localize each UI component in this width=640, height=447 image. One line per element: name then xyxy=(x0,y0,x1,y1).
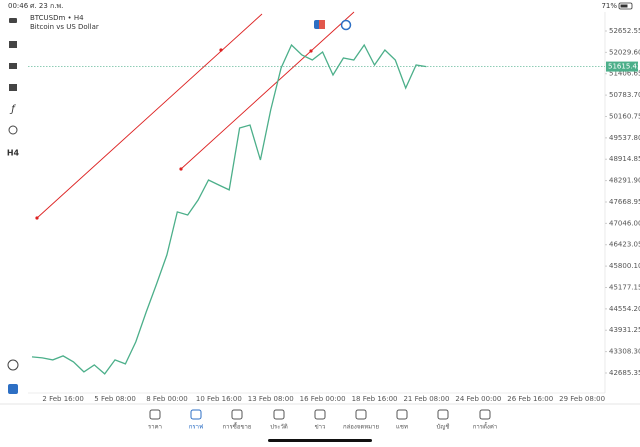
symbol-description: Bitcoin vs US Dollar xyxy=(30,23,99,31)
y-tick-label: 48291.90 xyxy=(609,177,640,185)
tab-bar: ราคา กราฟ การซื้อขาย ประวัติ ข่าว กล่องจดหมาย… xyxy=(148,409,497,431)
x-tick-label: 8 Feb 00:00 xyxy=(146,395,187,403)
tool-bars[interactable] xyxy=(9,41,17,48)
tab-label[interactable]: การตั้งค่า xyxy=(473,421,497,431)
tool-crosshair[interactable] xyxy=(9,18,17,23)
y-tick-label: 46423.05 xyxy=(609,241,640,249)
tab-icon[interactable] xyxy=(479,409,491,420)
current-price-box xyxy=(606,61,638,72)
y-tick-label: 52652.55 xyxy=(609,27,640,35)
tool-indicators[interactable] xyxy=(9,84,17,91)
battery-level xyxy=(620,4,628,8)
tab-icon[interactable] xyxy=(231,409,243,420)
plot: 52652.55 52029.60 51406.65 50783.70 50160.75… xyxy=(28,27,640,403)
trend-line[interactable] xyxy=(180,11,355,170)
tool-function[interactable]: ƒ xyxy=(9,104,16,115)
tab-label[interactable]: บัญชี xyxy=(437,423,450,431)
tab-label[interactable]: กล่องจดหมาย xyxy=(343,424,379,431)
tab-icon[interactable] xyxy=(355,409,367,420)
y-tick-label: 45800.10 xyxy=(609,262,640,270)
x-tick-label: 10 Feb 16:00 xyxy=(196,395,242,403)
x-tick-label: 16 Feb 00:00 xyxy=(300,395,346,403)
x-tick-label: 24 Feb 00:00 xyxy=(455,395,501,403)
trend-anchor[interactable] xyxy=(35,216,39,220)
x-tick-label: 21 Feb 08:00 xyxy=(403,395,449,403)
status-battery: 71% xyxy=(601,2,617,10)
tool-trade[interactable] xyxy=(8,384,18,394)
battery-icon xyxy=(618,2,633,10)
tool-shapes[interactable] xyxy=(8,125,18,135)
tool-zoom[interactable] xyxy=(7,359,19,371)
tab-icon[interactable] xyxy=(190,409,202,420)
price-line xyxy=(31,43,427,375)
tab-icon[interactable] xyxy=(396,409,408,420)
tab-label[interactable]: ราคา xyxy=(148,424,162,431)
x-tick-label: 5 Feb 08:00 xyxy=(94,395,135,403)
y-tick-label: 50160.75 xyxy=(609,112,640,120)
y-tick-label: 44554.20 xyxy=(609,305,640,313)
timeframe[interactable]: H4 xyxy=(7,149,20,158)
home-indicator xyxy=(268,439,372,442)
left-toolbar: ƒ H4 xyxy=(7,18,20,394)
tab-label[interactable]: กราฟ xyxy=(189,424,203,431)
x-tick-label: 2 Feb 16:00 xyxy=(42,395,83,403)
x-tick-label: 18 Feb 16:00 xyxy=(352,395,398,403)
y-tick-label: 42685.35 xyxy=(609,369,640,377)
trend-anchor[interactable] xyxy=(219,48,223,52)
tab-icon[interactable] xyxy=(149,409,161,420)
trend-anchor[interactable] xyxy=(309,49,313,53)
x-tick-label: 26 Feb 16:00 xyxy=(507,395,553,403)
trend-anchor[interactable] xyxy=(179,167,183,171)
symbol-name[interactable]: BTCUSDm • H4 xyxy=(30,14,84,22)
current-price-label: 51615.42 xyxy=(608,63,640,71)
tab-icon[interactable] xyxy=(273,409,285,420)
y-tick-label: 52029.60 xyxy=(609,48,640,56)
y-tick-label: 47046.00 xyxy=(609,219,640,227)
tool-chart[interactable] xyxy=(9,63,17,69)
y-tick-label: 47668.95 xyxy=(609,198,640,206)
y-tick-label: 50783.70 xyxy=(609,91,640,99)
one-click-sell[interactable] xyxy=(319,20,325,29)
tab-icon[interactable] xyxy=(314,409,326,420)
x-tick-label: 29 Feb 08:00 xyxy=(559,395,605,403)
tab-label[interactable]: แชท xyxy=(396,424,408,431)
status-date: ศ. 23 ก.พ. xyxy=(30,2,63,10)
status-time: 00:46 xyxy=(8,2,29,10)
y-tick-label: 45177.15 xyxy=(609,283,640,291)
tab-label[interactable]: ข่าว xyxy=(315,424,326,431)
y-tick-label: 49537.80 xyxy=(609,134,640,142)
y-tick-label: 48914.85 xyxy=(609,155,640,163)
trend-line[interactable] xyxy=(36,13,263,219)
signal-icon[interactable] xyxy=(340,19,352,31)
x-tick-label: 13 Feb 08:00 xyxy=(248,395,294,403)
y-tick-label: 51406.65 xyxy=(609,70,640,78)
tab-icon[interactable] xyxy=(437,409,449,420)
y-tick-label: 43308.30 xyxy=(609,348,640,356)
tab-label[interactable]: การซื้อขาย xyxy=(223,421,252,431)
tab-label[interactable]: ประวัติ xyxy=(270,424,288,431)
y-tick-label: 43931.25 xyxy=(609,326,640,334)
